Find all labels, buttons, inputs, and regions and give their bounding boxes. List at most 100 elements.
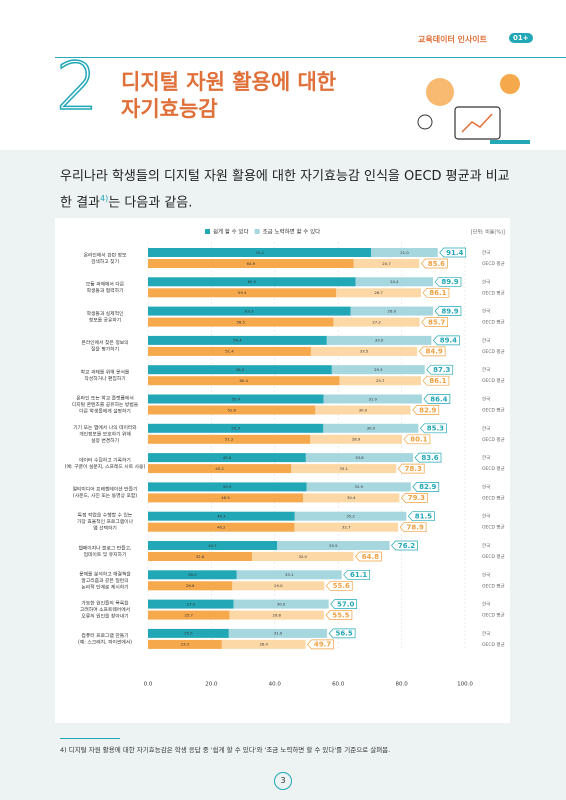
category-label: 학생들과 협력하기 <box>87 287 124 294</box>
value-label: 26.7 <box>374 290 383 295</box>
category-label: 가장 효율적인 프로그램이나 <box>77 518 134 525</box>
group-label: OECD 평균 <box>482 260 505 267</box>
total-callout <box>420 258 448 269</box>
category-label: 정보를 공유하기 <box>89 316 121 323</box>
value-label: 26.0 <box>388 308 397 313</box>
category-label: 업데이트 및 유지하기 <box>84 551 127 558</box>
total-label: 86.1 <box>429 289 446 297</box>
category-label: 문제를 분석하고 해결책을 <box>79 570 131 577</box>
value-label: 25.7 <box>376 378 385 383</box>
x-tick-label: 40.0 <box>269 682 282 688</box>
total-label: 61.1 <box>350 571 367 579</box>
total-label: 55.6 <box>333 582 350 590</box>
x-tick-label: 100.0 <box>457 682 473 688</box>
value-label: 48.9 <box>221 495 230 500</box>
group-label: 한국 <box>482 309 490 315</box>
bar-segment <box>371 248 438 257</box>
value-label: 28.9 <box>352 437 361 442</box>
category-label: 온라인에서 찾은 정보의 <box>81 339 128 346</box>
category-label: 학교 과제를 위해 문서를 <box>81 368 130 375</box>
category-label: 컴퓨터 프로그램 만들기 <box>81 632 128 639</box>
value-label: 29.3 <box>374 367 383 372</box>
value-label: 20.7 <box>382 261 391 266</box>
category-label: 가능한 원인들의 목록을 <box>81 600 129 607</box>
bar-segment <box>148 464 292 474</box>
bar-segment <box>326 335 432 345</box>
total-callout <box>434 306 462 316</box>
value-label: 29.0 <box>274 583 283 588</box>
bar-segment <box>148 288 337 298</box>
value-label: 30.4 <box>347 495 356 500</box>
category-label: 데이터 수집하고 기록하기 <box>79 456 131 463</box>
group-label: OECD 평균 <box>482 641 505 648</box>
value-label: 31.0 <box>274 631 283 636</box>
total-label: 85.7 <box>428 318 445 326</box>
bar-segment <box>148 482 307 492</box>
category-label: 작성하거나 편집하기 <box>84 375 125 382</box>
group-label: OECD 평균 <box>482 436 505 443</box>
total-callout <box>412 482 440 492</box>
group-label: OECD 평균 <box>482 348 505 355</box>
value-label: 63.9 <box>245 308 254 313</box>
total-callout <box>400 493 428 503</box>
group-label: 한국 <box>482 602 490 608</box>
bar-segment <box>323 394 422 404</box>
value-label: 32.7 <box>342 525 351 530</box>
bar-segment <box>148 628 229 638</box>
total-label: 55.5 <box>332 611 349 619</box>
group-label: OECD 평균 <box>482 465 505 472</box>
bar-segment <box>291 464 397 474</box>
value-label: 55.4 <box>232 396 241 401</box>
bar-segment <box>294 522 399 532</box>
value-label: 58.5 <box>236 319 245 324</box>
total-label: 89.4 <box>440 337 457 345</box>
bar-segment <box>331 365 425 375</box>
bar-segment <box>333 317 420 327</box>
value-label: 28.0 <box>188 572 197 577</box>
group-label: 한국 <box>482 367 490 373</box>
total-callout <box>432 335 460 346</box>
category-label: 웹페이지나 블로그 만들고, <box>78 544 132 551</box>
total-callout <box>422 287 450 298</box>
bar-segment <box>148 277 356 287</box>
bar-segment <box>148 522 295 532</box>
intro-text: 우리나라 학생들의 디지털 자원 활용에 대한 자기효능감 인식을 OECD 평… <box>60 169 510 211</box>
total-callout <box>397 463 425 474</box>
category-label: 온라인 또는 학교 플랫폼에서 <box>76 395 134 402</box>
value-label: 21.0 <box>400 250 409 255</box>
bar-segment <box>148 511 295 521</box>
total-label: 91.4 <box>446 249 463 257</box>
group-label: 한국 <box>482 631 490 637</box>
value-label: 32.8 <box>196 554 205 559</box>
bar-segment <box>148 405 316 415</box>
total-label: 86.1 <box>429 377 446 385</box>
total-label: 49.7 <box>314 641 331 649</box>
bar-segment <box>148 434 311 444</box>
value-label: 25.7 <box>185 612 194 617</box>
bar-segment <box>236 570 342 580</box>
group-label: 한국 <box>482 572 490 578</box>
x-tick-label: 20.0 <box>205 682 218 688</box>
group-label: OECD 평균 <box>482 524 505 531</box>
total-callout <box>418 346 446 357</box>
bar-segment <box>148 248 372 257</box>
bar-segment <box>339 376 421 386</box>
bar-segment <box>148 317 334 327</box>
total-callout <box>421 317 449 327</box>
chart: 쉽게 할 수 있다 조금 노력하면 할 수 있다 [단위: 비율(%)] 0.0 20.… <box>65 228 505 688</box>
value-label: 35.5 <box>329 543 338 548</box>
total-label: 81.5 <box>415 513 432 521</box>
total-callout <box>414 452 442 463</box>
category-label: 설정 변경하기 <box>91 437 119 444</box>
bar-segment <box>148 394 324 404</box>
value-label: 33.0 <box>375 338 384 343</box>
legend-swatch <box>254 229 260 234</box>
bar-segment <box>148 335 327 345</box>
section-number: 2 <box>55 48 99 125</box>
category-label: 디지털 콘텐츠를 공유하는 방법을 <box>72 401 139 408</box>
category-label: 개인정보를 보호하기 위해 <box>79 430 131 437</box>
legend-label: 쉽게 할 수 있다 <box>213 228 249 236</box>
unit-label: [단위: 비율(%)] <box>471 229 505 236</box>
category-label: 논리적 단계로 제시하기 <box>81 583 128 590</box>
